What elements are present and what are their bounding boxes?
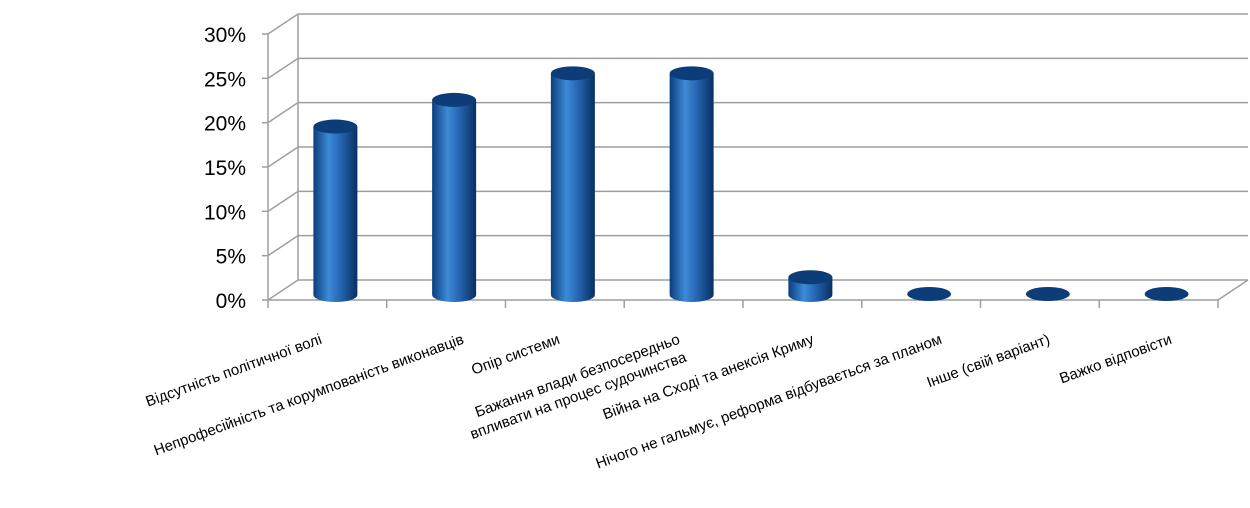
bar xyxy=(788,270,833,303)
x-category-label-line: Інше (свій варіант) xyxy=(925,331,1053,391)
bar-top xyxy=(907,287,952,301)
y-tick-label: 5% xyxy=(216,246,246,269)
x-category-label: Інше (свій варіант) xyxy=(925,331,1053,391)
y-tick-label: 25% xyxy=(204,68,246,91)
x-category-label: Опір системи xyxy=(469,331,562,379)
grid-diagonal xyxy=(267,235,299,257)
grid-diagonal xyxy=(267,146,299,168)
bar-top xyxy=(313,119,358,134)
grid-diagonal xyxy=(267,279,299,301)
grid-diagonal xyxy=(267,57,299,79)
grid-layer xyxy=(262,13,1249,308)
bar-top xyxy=(1144,287,1189,301)
bar-top xyxy=(1025,287,1070,301)
y-axis-ticks: 0% 5% 10% 15% 20% 25% 30% xyxy=(204,24,246,313)
bar-top xyxy=(669,66,714,81)
grid-diagonal xyxy=(267,13,299,35)
bar xyxy=(550,66,595,303)
x-axis-categories: Відсутність політичної воліНепрофесійніс… xyxy=(143,331,1174,473)
bar xyxy=(432,92,477,303)
grid-diagonal xyxy=(267,102,299,124)
bar xyxy=(1144,287,1189,301)
x-category-label: Важко відповісти xyxy=(1057,331,1174,387)
bar xyxy=(1025,287,1070,301)
bar-body xyxy=(788,277,833,303)
bar xyxy=(907,287,952,301)
bar xyxy=(313,119,358,302)
x-category-label-line: Важко відповісти xyxy=(1057,331,1174,387)
y-tick-label: 10% xyxy=(204,201,246,224)
y-tick-label: 15% xyxy=(204,157,246,180)
x-category-label-line: Опір системи xyxy=(469,331,562,379)
y-tick-label: 20% xyxy=(204,113,246,136)
bar-body xyxy=(669,73,714,303)
bar-body xyxy=(432,99,477,303)
y-tick-label: 30% xyxy=(204,24,246,47)
y-tick-label: 0% xyxy=(216,290,246,313)
bar-top xyxy=(550,66,595,81)
grid-diagonal xyxy=(267,190,299,212)
bar-top xyxy=(432,92,477,107)
bar-body xyxy=(313,126,358,302)
floor-right-edge xyxy=(1217,279,1249,301)
bar-body xyxy=(550,73,595,303)
bar-top xyxy=(788,270,833,285)
bars-layer xyxy=(313,66,1189,303)
bar xyxy=(669,66,714,303)
